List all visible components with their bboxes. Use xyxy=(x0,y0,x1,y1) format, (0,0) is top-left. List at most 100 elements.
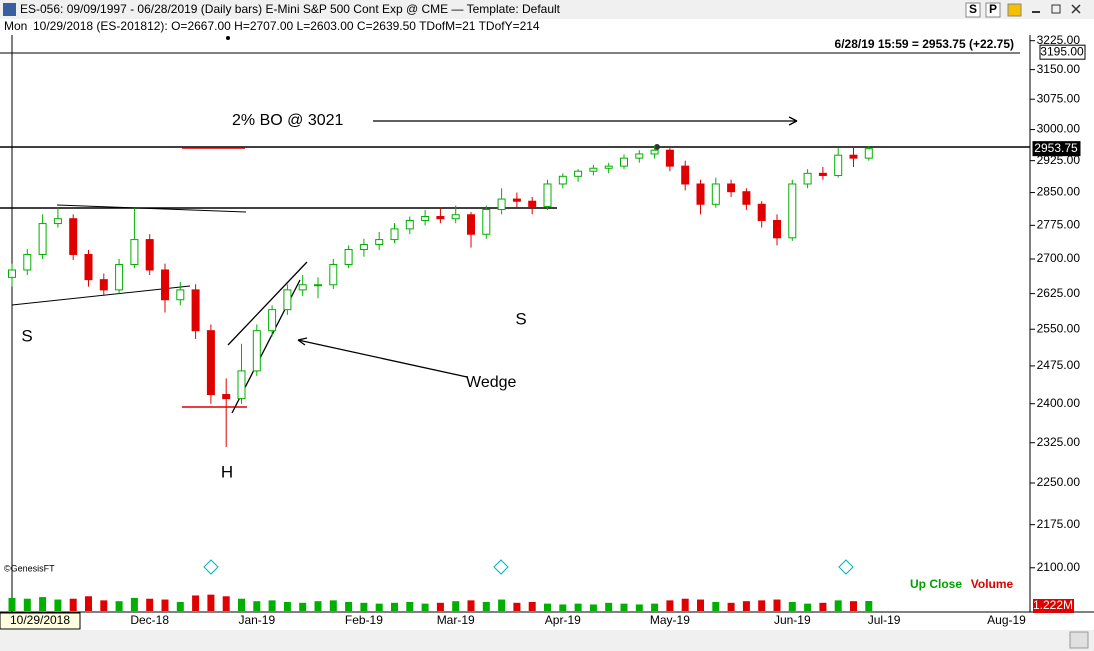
price-tag-label: 3195.00 xyxy=(1040,44,1084,58)
p-button[interactable] xyxy=(985,2,1001,18)
candle-body xyxy=(161,269,169,301)
volume-bar xyxy=(360,602,368,611)
shoulder-label: S xyxy=(21,326,32,345)
volume-bar xyxy=(528,602,536,611)
candle-body xyxy=(421,216,430,221)
volume-bar xyxy=(192,595,200,611)
candle-body xyxy=(145,239,154,271)
volume-bar xyxy=(697,599,704,611)
volume-bar xyxy=(283,602,291,611)
y-tick-label: 2700.00 xyxy=(1037,251,1081,265)
candle-body xyxy=(604,165,613,169)
volume-bar xyxy=(161,599,169,611)
candle-body xyxy=(635,153,644,159)
cursor-date-box xyxy=(0,612,81,630)
price-tag-label: 2953.75 xyxy=(1034,141,1078,155)
candle-body xyxy=(436,216,445,220)
volume-bar xyxy=(345,602,353,611)
x-tick-label: Feb-19 xyxy=(345,613,383,627)
scrollbar[interactable] xyxy=(0,630,1094,651)
x-tick-label: Aug-19 xyxy=(987,613,1026,627)
y-tick-label: 2175.00 xyxy=(1037,517,1081,531)
candle-body xyxy=(558,175,567,185)
candle-body xyxy=(620,157,628,167)
volume-bar xyxy=(314,601,322,611)
candle-body xyxy=(99,279,108,291)
event-icon[interactable] xyxy=(203,559,219,575)
y-tick-label: 2850.00 xyxy=(1037,185,1081,199)
candle-body xyxy=(650,149,659,155)
volume-bar xyxy=(605,602,613,611)
x-tick-label: 10/29/2018 xyxy=(10,613,70,627)
volume-tag-box xyxy=(1033,599,1074,613)
volume-bar xyxy=(804,603,812,611)
candle-body xyxy=(528,200,537,207)
info-bar xyxy=(0,19,1094,35)
p-button-label[interactable]: P xyxy=(989,2,997,16)
event-icons xyxy=(203,559,854,575)
minimize-button[interactable] xyxy=(1032,11,1040,13)
volume-bar xyxy=(742,601,750,611)
candle-body xyxy=(512,198,521,202)
close-button[interactable] xyxy=(1071,4,1081,14)
candle-body xyxy=(834,154,843,176)
y-tick-label: 2475.00 xyxy=(1037,358,1081,372)
restore-button[interactable] xyxy=(1051,4,1061,14)
candle-body xyxy=(314,284,322,287)
candle-body xyxy=(252,330,261,372)
volume-bar xyxy=(834,600,842,611)
candle-body xyxy=(773,219,781,239)
x-tick-label: Jul-19 xyxy=(868,613,901,627)
volume-bar xyxy=(452,601,460,611)
candle-body xyxy=(53,218,62,225)
last-quote: 6/28/19 15:59 = 2953.75 (+22.75) xyxy=(835,37,1014,51)
candle-body xyxy=(405,219,414,230)
volume-bar xyxy=(467,600,475,611)
volume-bar xyxy=(39,597,47,611)
shoulder-label: S xyxy=(515,309,526,328)
volume-bar xyxy=(574,603,582,611)
volume-bar xyxy=(865,601,873,611)
breakout-label: 2% BO @ 3021 xyxy=(232,112,344,129)
volume-bar xyxy=(406,602,414,611)
volume-bar xyxy=(130,597,138,611)
volume-bar xyxy=(146,598,154,611)
volume-bar xyxy=(391,602,398,611)
s-button[interactable] xyxy=(965,2,981,18)
info-text: 10/29/2018 (ES-201812): O=2667.00 H=2707… xyxy=(33,19,540,33)
candle-body xyxy=(803,172,812,185)
legend-volume: Volume xyxy=(971,577,1014,591)
candle-body xyxy=(742,191,751,205)
candle-body xyxy=(497,198,506,211)
app-icon xyxy=(3,3,16,16)
event-icon[interactable] xyxy=(838,559,854,575)
candle-body xyxy=(38,223,47,255)
wedge-label: Wedge xyxy=(466,374,517,391)
scroll-button[interactable] xyxy=(1069,631,1089,649)
y-tick-label: 2100.00 xyxy=(1037,560,1081,574)
volume-bar xyxy=(238,598,245,611)
candle-body xyxy=(574,170,583,177)
candle-body xyxy=(589,167,598,172)
volume-bar xyxy=(115,601,123,611)
y-tick-label: 2625.00 xyxy=(1037,286,1081,300)
event-icon[interactable] xyxy=(493,559,509,575)
candle-body xyxy=(696,183,705,205)
candle-body xyxy=(268,309,277,332)
folder-button[interactable] xyxy=(1007,3,1022,17)
candle-body xyxy=(727,183,736,193)
y-tick-label: 3150.00 xyxy=(1037,62,1081,76)
s-button-label[interactable]: S xyxy=(969,2,977,16)
volume-bar xyxy=(727,602,735,611)
volume-bar xyxy=(69,598,77,611)
candle-body xyxy=(375,239,384,246)
candle-body xyxy=(344,248,353,265)
candle-body xyxy=(818,172,827,176)
y-tick-label: 2775.00 xyxy=(1037,218,1081,232)
x-tick-label: May-19 xyxy=(650,613,690,627)
volume-bar xyxy=(681,598,689,611)
candle-body xyxy=(23,253,32,271)
volume-bar xyxy=(773,599,781,611)
candle-body xyxy=(543,183,552,207)
